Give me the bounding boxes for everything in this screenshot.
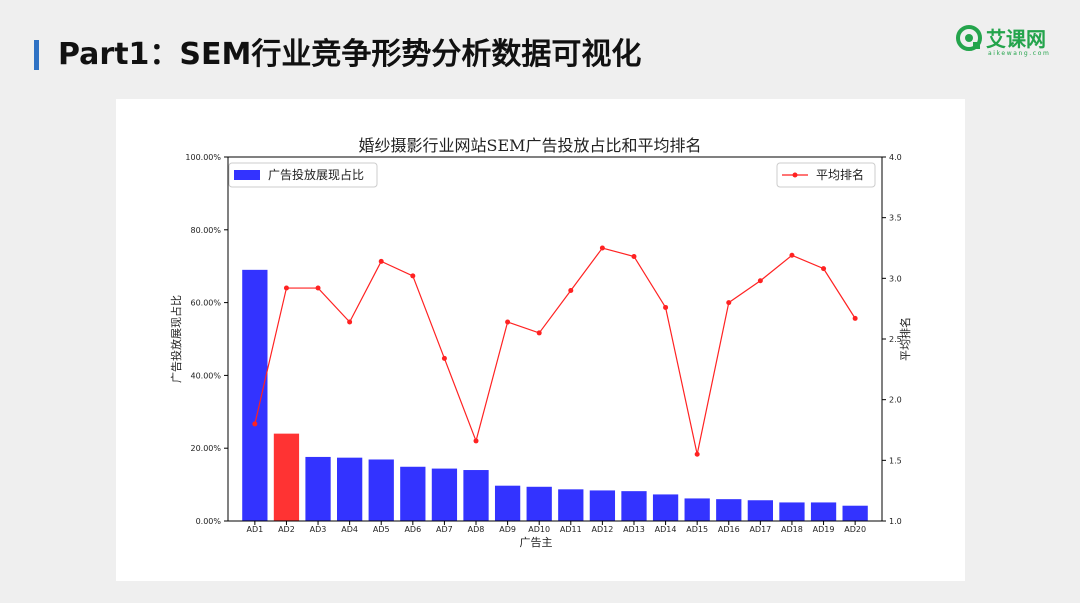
rank-point-ad19 — [821, 266, 827, 272]
bar-ad18 — [779, 502, 805, 521]
y2-tick-label: 1.0 — [889, 517, 902, 526]
x-tick-label: AD2 — [278, 525, 295, 534]
bar-ad13 — [621, 491, 647, 521]
logo-name: 艾课网 — [986, 27, 1046, 51]
y-tick-label: 40.00% — [190, 371, 221, 380]
bar-ad3 — [305, 456, 331, 521]
y-axis-right: 1.0 1.5 2.0 2.5 3.0 3.5 4.0 — [882, 153, 902, 526]
x-tick-label: AD8 — [468, 525, 485, 534]
rank-point-ad16 — [726, 300, 732, 306]
rank-point-ad6 — [410, 273, 416, 279]
x-tick-label: AD17 — [749, 525, 771, 534]
bar-ad16 — [716, 499, 742, 521]
bar-ad15 — [684, 498, 710, 521]
x-tick-label: AD1 — [246, 525, 263, 534]
rank-point-ad2 — [283, 285, 289, 291]
title-accent-bar — [34, 40, 39, 70]
aikewang-logo-icon — [956, 25, 982, 51]
x-axis: AD1 AD2 AD3 AD4 AD5 AD6 AD7 AD8 AD9 AD10 AD11 AD12 A… — [246, 521, 866, 534]
x-tick-label: AD18 — [781, 525, 803, 534]
bar-ad9 — [494, 485, 521, 521]
bar-ad8 — [463, 470, 489, 521]
bar-ad7 — [431, 468, 458, 521]
rank-point-ad8 — [473, 438, 479, 444]
bar-ad14 — [652, 494, 679, 521]
bar-ad17 — [747, 500, 773, 521]
bar-ad19 — [810, 502, 837, 521]
y-tick-label: 0.00% — [196, 517, 222, 526]
y-tick-label: 20.00% — [190, 444, 221, 453]
legend-bar-swatch — [234, 170, 260, 180]
rank-point-ad12 — [599, 245, 605, 251]
legend-left-box — [228, 162, 378, 188]
rank-point-ad11 — [568, 287, 574, 293]
y-tick-label: 80.00% — [190, 226, 221, 235]
y-axis-title: 广告投放展现占比 — [169, 295, 183, 383]
y2-tick-label: 2.0 — [889, 396, 902, 405]
y-tick-label: 100.00% — [185, 153, 221, 162]
x-tick-label: AD14 — [655, 525, 677, 534]
page-title: Part1：SEM行业竞争形势分析数据可视化 — [58, 37, 642, 72]
rank-point-ad3 — [315, 285, 321, 291]
y2-tick-label: 3.5 — [889, 214, 902, 223]
y2-tick-label: 2.5 — [889, 335, 902, 344]
rank-point-ad15 — [694, 451, 700, 457]
bar-ad11 — [558, 489, 584, 521]
x-tick-label: AD4 — [341, 525, 358, 534]
y-tick-label: 60.00% — [190, 299, 221, 308]
rank-point-ad1 — [252, 421, 258, 427]
x-tick-label: AD7 — [436, 525, 453, 534]
y2-tick-label: 3.0 — [889, 274, 902, 283]
x-tick-label: AD6 — [404, 525, 421, 534]
chart-title: 婚纱摄影行业网站SEM广告投放占比和平均排名 — [358, 136, 701, 155]
rank-point-ad9 — [505, 319, 511, 325]
y2-tick-label: 1.5 — [889, 456, 902, 465]
legend-line-marker — [792, 172, 798, 178]
rank-point-ad17 — [757, 278, 763, 284]
legend-left: 广告投放展现占比 — [228, 162, 378, 188]
rank-point-ad4 — [347, 319, 353, 325]
x-tick-label: AD9 — [499, 525, 516, 534]
rank-point-ad13 — [631, 253, 637, 259]
rank-point-ad7 — [441, 355, 447, 361]
bar-ad20 — [842, 505, 868, 521]
y2-axis-title: 平均排名 — [898, 317, 912, 361]
bar-ad4 — [337, 457, 363, 521]
rank-point-ad10 — [536, 330, 542, 336]
line-series — [252, 245, 858, 457]
combo-chart: 婚纱摄影行业网站SEM广告投放占比和平均排名 0.00% 20.00% 40.00%… — [169, 136, 912, 549]
rank-point-ad20 — [852, 315, 858, 321]
rank-point-ad14 — [663, 304, 669, 310]
x-tick-label: AD13 — [623, 525, 645, 534]
x-tick-label: AD16 — [718, 525, 740, 534]
rank-line — [254, 247, 856, 455]
bar-ad12 — [589, 490, 616, 521]
x-tick-label: AD5 — [373, 525, 390, 534]
rank-point-ad5 — [378, 258, 384, 264]
x-tick-label: AD10 — [528, 525, 550, 534]
x-tick-label: AD3 — [310, 525, 327, 534]
y-axis-left: 0.00% 20.00% 40.00% 60.00% 80.00% 100.00% — [185, 153, 228, 526]
bar-series — [242, 269, 868, 521]
legend-bar-label: 广告投放展现占比 — [268, 167, 364, 182]
y2-tick-label: 4.0 — [889, 153, 902, 162]
logo-subtitle: aikewang.com — [988, 50, 1051, 57]
x-tick-label: AD20 — [844, 525, 866, 534]
chart-card: 婚纱摄影行业网站SEM广告投放占比和平均排名 0.00% 20.00% 40.00%… — [116, 99, 965, 581]
bar-ad6 — [400, 466, 426, 521]
legend-right-box — [776, 162, 876, 188]
x-tick-label: AD11 — [560, 525, 582, 534]
legend-line-label: 平均排名 — [816, 167, 864, 182]
x-tick-label: AD12 — [591, 525, 613, 534]
x-axis-title: 广告主 — [520, 536, 553, 549]
rank-point-ad18 — [789, 252, 795, 258]
x-tick-label: AD19 — [813, 525, 835, 534]
bar-ad2 — [273, 433, 300, 521]
x-tick-label: AD15 — [686, 525, 708, 534]
legend-right: 平均排名 — [776, 162, 876, 188]
brand-logo: 艾课网 aikewang.com — [955, 22, 1065, 62]
bar-ad10 — [526, 486, 552, 521]
bar-ad5 — [368, 459, 394, 521]
bar-ad1 — [242, 269, 268, 521]
